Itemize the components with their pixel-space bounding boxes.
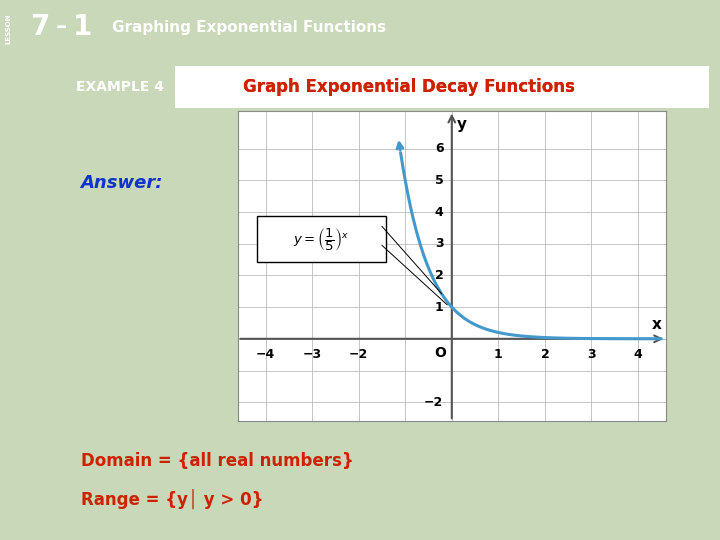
- Text: 3: 3: [435, 237, 444, 250]
- Text: −2: −2: [349, 348, 369, 361]
- Text: EXAMPLE 4: EXAMPLE 4: [76, 80, 163, 94]
- Text: x: x: [652, 317, 662, 332]
- Text: $y = \left(\dfrac{1}{5}\right)^x$: $y = \left(\dfrac{1}{5}\right)^x$: [293, 226, 349, 253]
- Text: 6: 6: [435, 142, 444, 155]
- Text: Answer:: Answer:: [81, 174, 163, 192]
- Text: 2: 2: [435, 269, 444, 282]
- Text: 1: 1: [73, 13, 92, 41]
- Text: O: O: [434, 346, 446, 360]
- Text: Graph Exponential Decay Functions: Graph Exponential Decay Functions: [243, 78, 575, 96]
- Text: −2: −2: [424, 396, 444, 409]
- Text: LESSON: LESSON: [6, 13, 12, 44]
- Text: 4: 4: [435, 206, 444, 219]
- Text: Domain = {all real numbers}: Domain = {all real numbers}: [81, 453, 354, 470]
- Text: 3: 3: [588, 348, 596, 361]
- Text: y: y: [456, 117, 467, 132]
- FancyBboxPatch shape: [257, 216, 386, 262]
- Text: 2: 2: [541, 348, 549, 361]
- Text: –: –: [55, 17, 67, 37]
- Text: −4: −4: [256, 348, 275, 361]
- Text: 1: 1: [435, 301, 444, 314]
- Text: 4: 4: [634, 348, 642, 361]
- Text: 7: 7: [30, 13, 49, 41]
- Text: 5: 5: [435, 174, 444, 187]
- Text: 1: 1: [494, 348, 503, 361]
- Text: Graphing Exponential Functions: Graphing Exponential Functions: [112, 20, 386, 35]
- FancyBboxPatch shape: [174, 66, 709, 108]
- Text: Range = {y│ y > 0}: Range = {y│ y > 0}: [81, 489, 263, 509]
- Text: Graph Exponential Decay Functions: Graph Exponential Decay Functions: [243, 78, 575, 96]
- Text: −3: −3: [302, 348, 322, 361]
